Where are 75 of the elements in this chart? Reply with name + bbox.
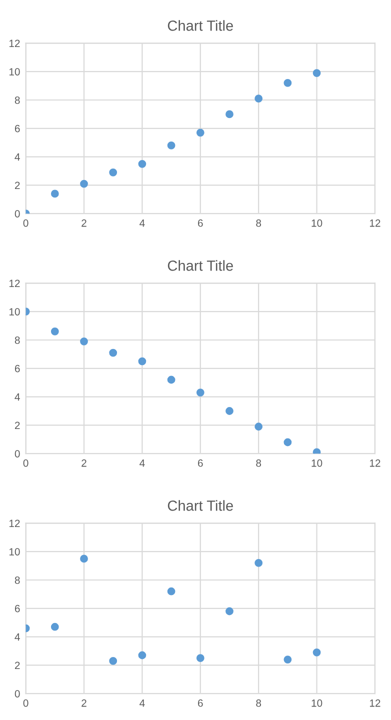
chart-title: Chart Title [168, 500, 233, 511]
point [254, 422, 263, 431]
point [284, 79, 292, 87]
y-tick-label: 2 [14, 422, 20, 429]
x-tick-label: 2 [82, 219, 86, 227]
x-tick-label: 8 [256, 699, 262, 707]
point [196, 654, 204, 662]
x-tick-label: 12 [370, 459, 380, 467]
y-tick-label: 0 [14, 690, 20, 698]
point [138, 357, 146, 366]
point [50, 190, 59, 198]
x-tick-label: 0 [23, 219, 28, 227]
point [138, 160, 146, 168]
point [196, 388, 204, 396]
y-tick-label: 10 [9, 548, 20, 556]
x-tick-label: 2 [82, 699, 86, 707]
x-tick-label: 12 [370, 219, 380, 227]
y-tick-label: 12 [9, 520, 20, 527]
y-tick-label: 0 [14, 210, 20, 218]
y-tick-label: 12 [9, 280, 20, 287]
x-tick-label: 10 [312, 219, 322, 227]
y-tick-label: 8 [14, 96, 20, 104]
x-tick-label: 8 [256, 219, 262, 227]
point [312, 648, 321, 656]
y-tick-label: 2 [14, 662, 20, 669]
y-tick-label: 2 [14, 182, 20, 189]
point [312, 448, 321, 454]
y-tick-label: 6 [14, 364, 20, 372]
y-tick-label: 6 [14, 604, 20, 612]
point [167, 587, 176, 596]
point [226, 110, 234, 118]
point [109, 348, 118, 357]
point [226, 607, 234, 616]
x-tick-label: 4 [140, 700, 145, 707]
y-tick-label: 0 [14, 450, 20, 458]
x-tick-label: 8 [256, 459, 262, 467]
point [50, 328, 59, 336]
y-tick-label: 4 [14, 393, 20, 401]
x-tick-label: 12 [370, 699, 380, 707]
y-tick-label: 4 [14, 633, 20, 641]
x-tick-label: 10 [312, 699, 322, 707]
point [312, 69, 321, 77]
point [167, 141, 176, 150]
point [196, 128, 204, 137]
x-tick-label: 6 [198, 459, 203, 467]
x-tick-label: 0 [23, 699, 28, 707]
x-tick-label: 0 [23, 459, 28, 467]
point [254, 94, 263, 103]
point [109, 168, 118, 176]
x-tick-label: 2 [82, 459, 86, 467]
chart-title: Chart Title [168, 20, 233, 31]
y-tick-label: 4 [14, 153, 20, 161]
x-tick-label: 6 [198, 219, 203, 227]
y-tick-label: 8 [14, 336, 20, 344]
point [80, 554, 88, 563]
x-tick-label: 4 [140, 220, 145, 227]
point [80, 180, 88, 188]
chart-title: Chart Title [168, 260, 233, 271]
y-tick-label: 10 [9, 308, 20, 316]
x-tick-label: 4 [140, 460, 145, 467]
point [109, 656, 118, 665]
point [226, 407, 234, 415]
y-tick-label: 12 [9, 40, 20, 47]
point [167, 376, 176, 384]
point [138, 651, 146, 660]
y-tick-label: 6 [14, 124, 20, 132]
point [254, 559, 263, 567]
point [50, 622, 59, 631]
point [80, 337, 88, 346]
point [284, 656, 292, 664]
point [284, 438, 292, 446]
x-tick-label: 10 [312, 459, 322, 467]
y-tick-label: 8 [14, 576, 20, 584]
y-tick-label: 10 [9, 68, 20, 76]
x-tick-label: 6 [198, 699, 203, 707]
